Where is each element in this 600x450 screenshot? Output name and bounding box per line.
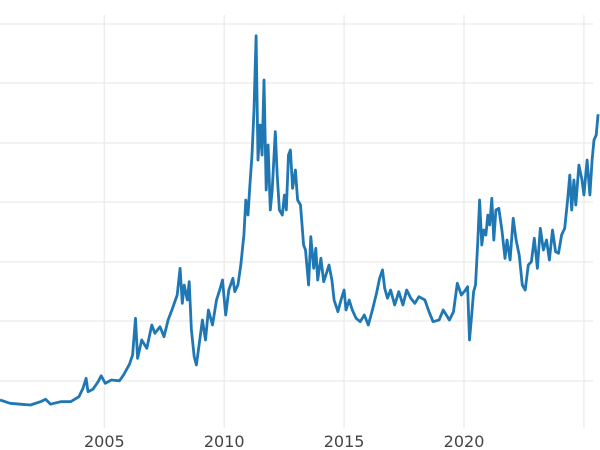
series-group — [0, 34, 600, 407]
x-tick-label: 2005 — [84, 432, 125, 450]
x-axis-ticks: 2005 2010 2015 2020 — [84, 432, 484, 450]
x-tick-label: 2010 — [204, 432, 245, 450]
series-line — [0, 34, 600, 407]
x-tick-label: 2020 — [444, 432, 485, 450]
x-tick-label: 2015 — [324, 432, 365, 450]
gridlines — [0, 15, 593, 428]
